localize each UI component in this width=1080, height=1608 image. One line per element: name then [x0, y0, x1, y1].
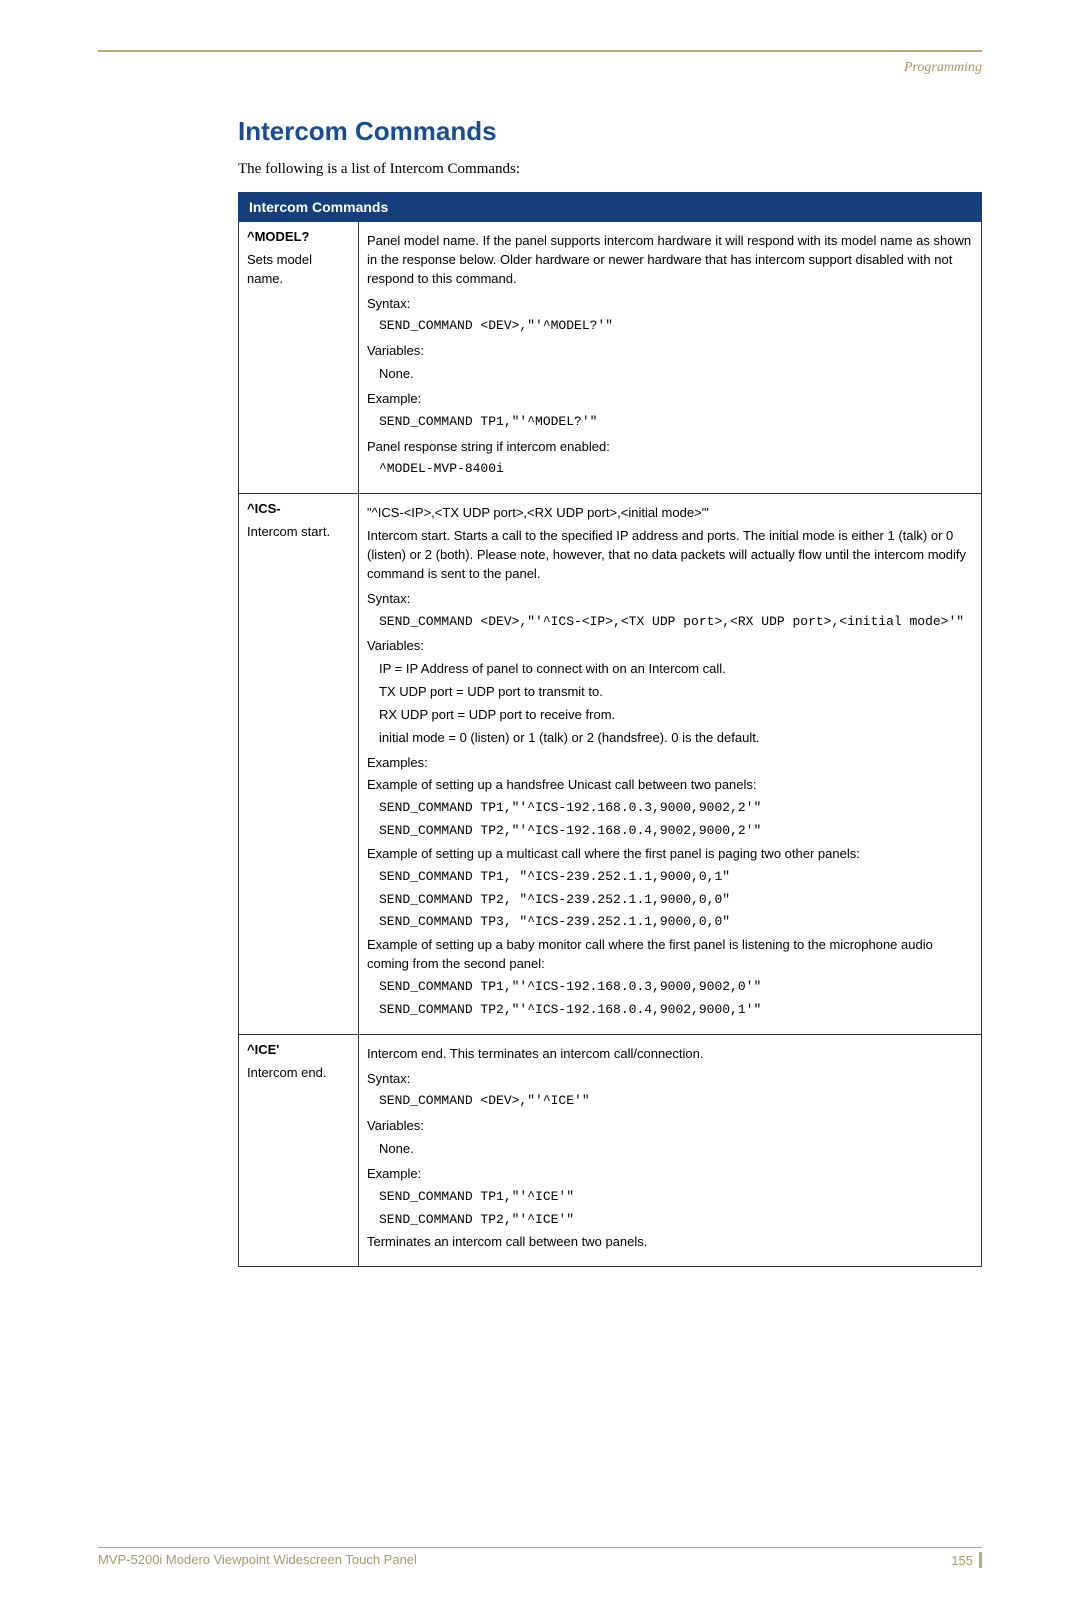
footer-product: MVP-5200i Modero Viewpoint Widescreen To…: [98, 1552, 417, 1567]
example-label: Example:: [367, 390, 973, 409]
examples-label: Examples:: [367, 754, 973, 773]
page-footer: MVP-5200i Modero Viewpoint Widescreen To…: [98, 1547, 982, 1568]
variables: None.: [379, 365, 973, 384]
footer-bar-icon: [979, 1552, 982, 1568]
example-heading: Example of setting up a baby monitor cal…: [367, 936, 973, 974]
variables-label: Variables:: [367, 1117, 973, 1136]
example-code: SEND_COMMAND TP2,"'^ICS-192.168.0.4,9002…: [379, 822, 973, 841]
tail-note: Terminates an intercom call between two …: [367, 1233, 973, 1252]
description: Panel model name. If the panel supports …: [367, 232, 973, 289]
table-row: ^ICE' Intercom end. Intercom end. This t…: [239, 1034, 982, 1267]
section-label: Programming: [98, 60, 982, 76]
table-header: Intercom Commands: [239, 193, 982, 222]
signature: "^ICS-<IP>,<TX UDP port>,<RX UDP port>,<…: [367, 504, 973, 523]
page-number: 155: [951, 1553, 973, 1568]
top-rule: [98, 50, 982, 52]
var-line: TX UDP port = UDP port to transmit to.: [379, 683, 973, 702]
commands-table: Intercom Commands ^MODEL? Sets model nam…: [238, 192, 982, 1267]
cmd-cell: ^ICS- Intercom start.: [239, 494, 359, 1034]
variables: None.: [379, 1140, 973, 1159]
cmd-cell: ^ICE' Intercom end.: [239, 1034, 359, 1267]
variables-label: Variables:: [367, 637, 973, 656]
example-code: SEND_COMMAND TP1,"'^ICS-192.168.0.3,9000…: [379, 799, 973, 818]
response-code: ^MODEL-MVP-8400i: [379, 460, 973, 479]
description: Intercom start. Starts a call to the spe…: [367, 527, 973, 584]
content-area: Intercom Commands The following is a lis…: [238, 116, 982, 1267]
example-heading: Example of setting up a multicast call w…: [367, 845, 973, 864]
example-code: SEND_COMMAND TP1,"'^ICS-192.168.0.3,9000…: [379, 978, 973, 997]
table-row: ^MODEL? Sets model name. Panel model nam…: [239, 222, 982, 494]
example-code: SEND_COMMAND TP2,"'^ICS-192.168.0.4,9002…: [379, 1001, 973, 1020]
syntax-code: SEND_COMMAND <DEV>,"'^MODEL?'": [379, 317, 973, 336]
syntax-label: Syntax:: [367, 590, 973, 609]
cmd-name: ^MODEL?: [247, 228, 350, 247]
page: Programming Intercom Commands The follow…: [0, 0, 1080, 1608]
example-code: SEND_COMMAND TP1, "^ICS-239.252.1.1,9000…: [379, 868, 973, 887]
page-title: Intercom Commands: [238, 116, 982, 147]
cmd-name: ^ICS-: [247, 500, 350, 519]
cmd-subtitle: Intercom start.: [247, 523, 350, 542]
description: Intercom end. This terminates an interco…: [367, 1045, 973, 1064]
example-code: SEND_COMMAND TP3, "^ICS-239.252.1.1,9000…: [379, 913, 973, 932]
syntax-label: Syntax:: [367, 295, 973, 314]
syntax-code: SEND_COMMAND <DEV>,"'^ICS-<IP>,<TX UDP p…: [379, 613, 973, 632]
intro-text: The following is a list of Intercom Comm…: [238, 161, 982, 178]
table-row: ^ICS- Intercom start. "^ICS-<IP>,<TX UDP…: [239, 494, 982, 1034]
cmd-detail: Intercom end. This terminates an interco…: [359, 1034, 982, 1267]
example-label: Example:: [367, 1165, 973, 1184]
cmd-detail: "^ICS-<IP>,<TX UDP port>,<RX UDP port>,<…: [359, 494, 982, 1034]
cmd-subtitle: Intercom end.: [247, 1064, 350, 1083]
example-heading: Example of setting up a handsfree Unicas…: [367, 776, 973, 795]
response-label: Panel response string if intercom enable…: [367, 438, 973, 457]
example-code: SEND_COMMAND TP2, "^ICS-239.252.1.1,9000…: [379, 891, 973, 910]
cmd-cell: ^MODEL? Sets model name.: [239, 222, 359, 494]
example-code: SEND_COMMAND TP1,"'^MODEL?'": [379, 413, 973, 432]
var-line: RX UDP port = UDP port to receive from.: [379, 706, 973, 725]
var-line: initial mode = 0 (listen) or 1 (talk) or…: [379, 729, 973, 748]
example-code: SEND_COMMAND TP1,"'^ICE'": [379, 1188, 973, 1207]
cmd-name: ^ICE': [247, 1041, 350, 1060]
variables-label: Variables:: [367, 342, 973, 361]
var-line: IP = IP Address of panel to connect with…: [379, 660, 973, 679]
cmd-subtitle: Sets model name.: [247, 251, 350, 289]
example-code: SEND_COMMAND TP2,"'^ICE'": [379, 1211, 973, 1230]
syntax-label: Syntax:: [367, 1070, 973, 1089]
cmd-detail: Panel model name. If the panel supports …: [359, 222, 982, 494]
syntax-code: SEND_COMMAND <DEV>,"'^ICE'": [379, 1092, 973, 1111]
